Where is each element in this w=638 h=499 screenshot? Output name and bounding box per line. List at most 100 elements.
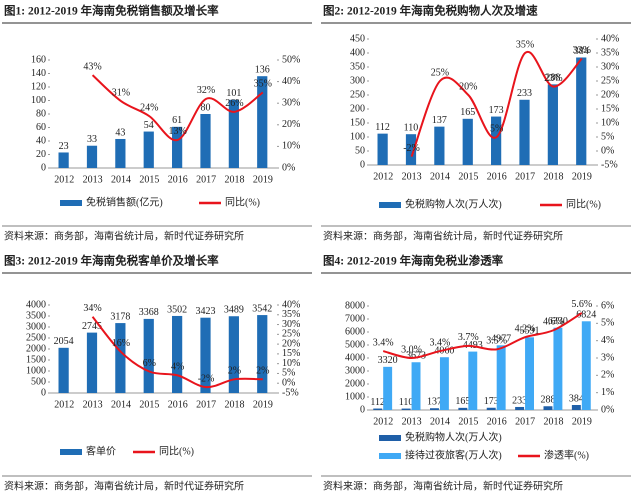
- bar: [491, 116, 502, 165]
- bar: [257, 315, 268, 393]
- x-tick-label: 2014: [111, 399, 131, 410]
- x-tick-label: 2018: [224, 399, 244, 410]
- y2-tick-label: 40%: [601, 33, 619, 44]
- y-tick-label: 50: [355, 145, 365, 156]
- x-tick-label: 2016: [487, 171, 507, 182]
- bar-label: 3502: [167, 304, 187, 315]
- bar-label: 112: [375, 122, 390, 133]
- bar: [543, 406, 553, 410]
- line-label: 24%: [140, 102, 158, 113]
- y-tick-label: 1500: [26, 354, 46, 365]
- y-tick-label: 0: [360, 404, 365, 415]
- y-tick-label: 4000: [345, 352, 365, 363]
- y2-tick-label: 30%: [282, 319, 300, 330]
- bar: [228, 316, 239, 393]
- bar: [468, 351, 478, 410]
- bar-label: 43: [115, 127, 125, 138]
- bar: [496, 345, 506, 410]
- bar: [143, 318, 154, 393]
- y2-tick-label: 3%: [601, 352, 614, 363]
- y-tick-label: 150: [350, 117, 365, 128]
- x-tick-label: 2014: [430, 171, 450, 182]
- bar: [581, 321, 591, 410]
- bar: [401, 408, 411, 410]
- y2-tick-label: 0%: [601, 145, 614, 156]
- line-label: 20%: [459, 81, 477, 92]
- bar: [377, 133, 388, 165]
- x-tick-label: 2017: [196, 399, 216, 410]
- legend-swatch: [60, 449, 82, 455]
- bar-label: 384: [574, 46, 589, 57]
- y2-tick-label: -5%: [601, 159, 618, 170]
- bar-label: 3423: [195, 306, 215, 317]
- bar: [434, 126, 445, 165]
- line-label: 4%: [171, 362, 184, 373]
- y2-tick-label: 0%: [282, 378, 295, 389]
- y2-tick-label: 30%: [601, 61, 619, 72]
- y-tick-label: 450: [350, 33, 365, 44]
- y-tick-label: 100: [31, 95, 46, 106]
- bar: [571, 405, 581, 410]
- y2-tick-label: 25%: [601, 75, 619, 86]
- bar-label: 23: [59, 141, 69, 152]
- line-label: 4.6%: [543, 317, 564, 328]
- x-tick-label: 2013: [402, 171, 422, 182]
- bar: [439, 357, 449, 410]
- y-tick-label: 0: [41, 162, 46, 173]
- bar: [86, 145, 98, 168]
- line-label: 43%: [83, 61, 101, 72]
- y2-tick-label: 0%: [282, 162, 295, 173]
- bar: [115, 323, 126, 393]
- bar: [405, 134, 417, 165]
- bar-label: 136: [255, 64, 270, 75]
- x-tick-label: 2012: [54, 174, 74, 185]
- y-tick-label: 0: [41, 387, 46, 398]
- bar-label: 110: [404, 122, 419, 133]
- bar: [458, 407, 468, 410]
- panel-title: 图1: 2012-2019 年海南免税销售额及增长率: [4, 4, 219, 18]
- y2-tick-label: 15%: [282, 348, 300, 359]
- bar-label: 3178: [110, 311, 130, 322]
- bar-label: 61: [172, 115, 182, 126]
- line-label: 13%: [169, 126, 187, 137]
- x-tick-label: 2018: [224, 174, 244, 185]
- bar-label: 165: [460, 107, 475, 118]
- y2-tick-label: 40%: [282, 76, 300, 87]
- y2-tick-label: -5%: [282, 387, 299, 398]
- bar-label: 6330: [548, 316, 568, 327]
- line-label: 4.2%: [515, 323, 536, 334]
- y2-tick-label: 5%: [601, 131, 614, 142]
- bar-label: 4977: [491, 334, 511, 345]
- bar-label: 54: [144, 120, 154, 131]
- bar: [228, 99, 239, 168]
- line: [410, 50, 583, 157]
- bar-label: 233: [512, 395, 527, 406]
- line-label: 5%: [490, 123, 503, 134]
- y-tick-label: 250: [350, 89, 365, 100]
- y2-tick-label: 1%: [601, 387, 614, 398]
- legend-label: 免税销售额(亿元): [86, 195, 163, 208]
- y2-tick-label: 20%: [282, 119, 300, 130]
- y-tick-label: 200: [350, 103, 365, 114]
- y-tick-label: 120: [31, 81, 46, 92]
- y-tick-label: 160: [31, 54, 46, 65]
- legend-swatch: [60, 200, 82, 206]
- y2-tick-label: 5%: [601, 318, 614, 329]
- line-label: 35%: [516, 39, 534, 50]
- bar-label: 3489: [224, 305, 244, 316]
- x-tick-label: 2013: [83, 399, 103, 410]
- bar-label: 288: [540, 395, 555, 406]
- x-tick-label: 2019: [572, 416, 592, 427]
- panel-title: 图2: 2012-2019 年海南免税购物人次及增速: [323, 4, 538, 18]
- y2-tick-label: 20%: [601, 89, 619, 100]
- legend-swatch: [379, 202, 401, 208]
- bar-label: 80: [200, 102, 210, 113]
- y-tick-label: 5000: [345, 339, 365, 350]
- bar-label: 3320: [378, 355, 398, 366]
- bar-label: 101: [226, 88, 241, 99]
- line-label: 32%: [197, 85, 215, 96]
- bar: [576, 57, 587, 166]
- y-tick-label: 60: [36, 122, 46, 133]
- y-tick-label: 3000: [26, 321, 46, 332]
- bar-label: 3673: [406, 351, 426, 362]
